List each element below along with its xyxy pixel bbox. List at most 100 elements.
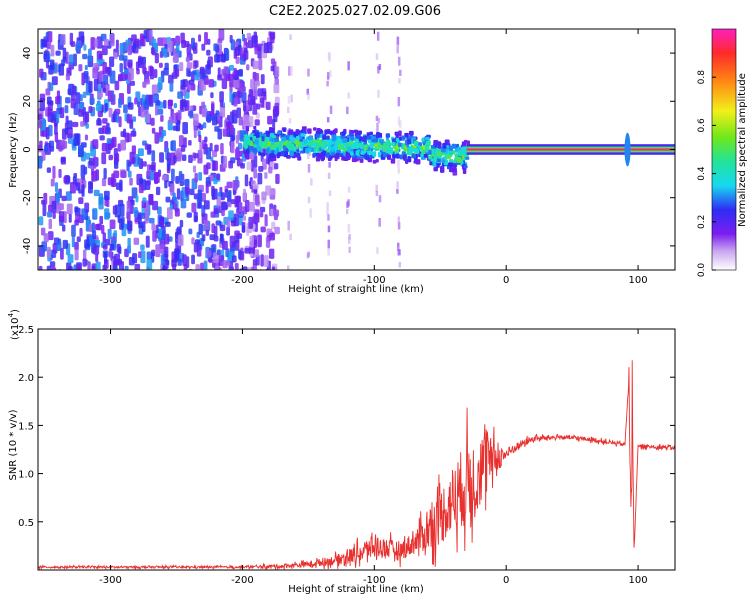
heatmap-cell [234,262,239,270]
heatmap-cell [273,105,279,117]
heatmap-cell [233,97,238,107]
heatmap-cell [164,246,169,258]
heatmap-cell [118,97,122,109]
heatmap-cell [201,108,208,118]
heatmap-cell [152,200,159,211]
heatmap-cell [118,246,122,255]
heatmap-cell [261,191,267,201]
heatmap-cell [104,103,108,112]
heatmap-cell [133,237,140,245]
top-y-axis-label: Frequency (Hz) [8,112,19,188]
heatmap-cell [102,61,107,75]
heatmap-cell [308,136,313,141]
heatmap-cell [69,32,74,46]
heatmap-cell [219,233,224,242]
heatmap-cell [221,78,228,90]
heatmap-cell [342,147,347,152]
y-tick-label: 2.5 [18,325,34,336]
heatmap-cell [260,97,265,104]
heatmap-cell [440,147,446,153]
heatmap-cell [216,197,221,207]
heatmap-cell [373,138,377,143]
heatmap-cell [89,235,93,245]
heatmap-cell [243,136,247,143]
heatmap-cell [152,230,157,242]
heatmap-cell [253,155,258,168]
heatmap-cell [306,152,310,159]
heatmap-cell [91,263,97,270]
heatmap-cell [463,139,468,144]
heatmap-cell [252,129,256,133]
heatmap-cell [79,102,84,110]
heatmap-cell [369,142,375,146]
heatmap-cell [246,32,252,41]
heatmap-cell [143,101,150,110]
heatmap-cell [265,236,271,248]
heatmap-cell [132,116,137,122]
heatmap-cell [269,31,276,40]
heatmap-cell [254,119,260,126]
y-scale-multiplier: (x104) [7,309,21,340]
heatmap-cell [141,221,146,233]
heatmap-cell [132,253,138,264]
heatmap-cell [163,48,168,58]
heatmap-cell [48,204,53,213]
heatmap-cell [302,130,307,135]
heatmap-cell [366,135,372,140]
heatmap-cell [103,74,109,85]
heatmap-cell [355,158,359,162]
heatmap-cell [93,245,100,255]
heatmap-cell [201,192,206,202]
heatmap-cell [289,233,292,241]
heatmap-cell [169,81,174,92]
heatmap-cell [137,57,144,69]
heatmap-cell [267,115,273,125]
heatmap-cell [180,198,187,209]
heatmap-cell [428,155,433,160]
heatmap-cell [296,149,300,153]
heatmap-cell [327,172,331,180]
heatmap-cell [107,90,114,102]
heatmap-cell [45,31,50,39]
x-tick-label: -200 [231,275,254,286]
heatmap-cell [140,244,145,251]
heatmap-cell [73,133,80,146]
heatmap-cell [231,135,235,142]
heatmap-cell [228,73,235,81]
heatmap-cell [312,153,316,158]
heatmap-cell [378,217,381,227]
heatmap-cell [283,151,289,158]
heatmap-cell [229,81,233,93]
heatmap-cell [175,43,180,54]
heatmap-cell [281,136,286,142]
heatmap-cell [359,158,364,163]
heatmap-cell [176,188,181,200]
heatmap-cell [217,67,221,79]
heatmap-cell [55,202,61,214]
heatmap-cell [59,107,65,119]
heatmap-cell [150,117,155,126]
heatmap-cell [54,182,59,193]
heatmap-cell [268,248,275,259]
heatmap-cell [191,237,195,245]
heatmap-cell [43,233,49,243]
heatmap-cell [327,239,331,249]
heatmap-cell [397,222,401,230]
heatmap-cell [97,84,102,93]
heatmap-cell [109,219,116,230]
heatmap-cell [325,152,331,158]
heatmap-cell [290,94,293,103]
heatmap-cell [282,145,287,150]
heatmap-cell [258,165,264,172]
heatmap-cell [263,141,269,148]
heatmap-cell [115,39,119,50]
heatmap-cell [98,193,104,205]
heatmap-cell [377,89,380,98]
heatmap-cell [208,79,215,88]
heatmap-cell [149,29,153,43]
heatmap-cell [265,130,271,135]
heatmap-cell [242,100,247,112]
heatmap-cell [146,113,151,124]
heatmap-cell [397,168,401,174]
heatmap-cell [72,85,77,94]
